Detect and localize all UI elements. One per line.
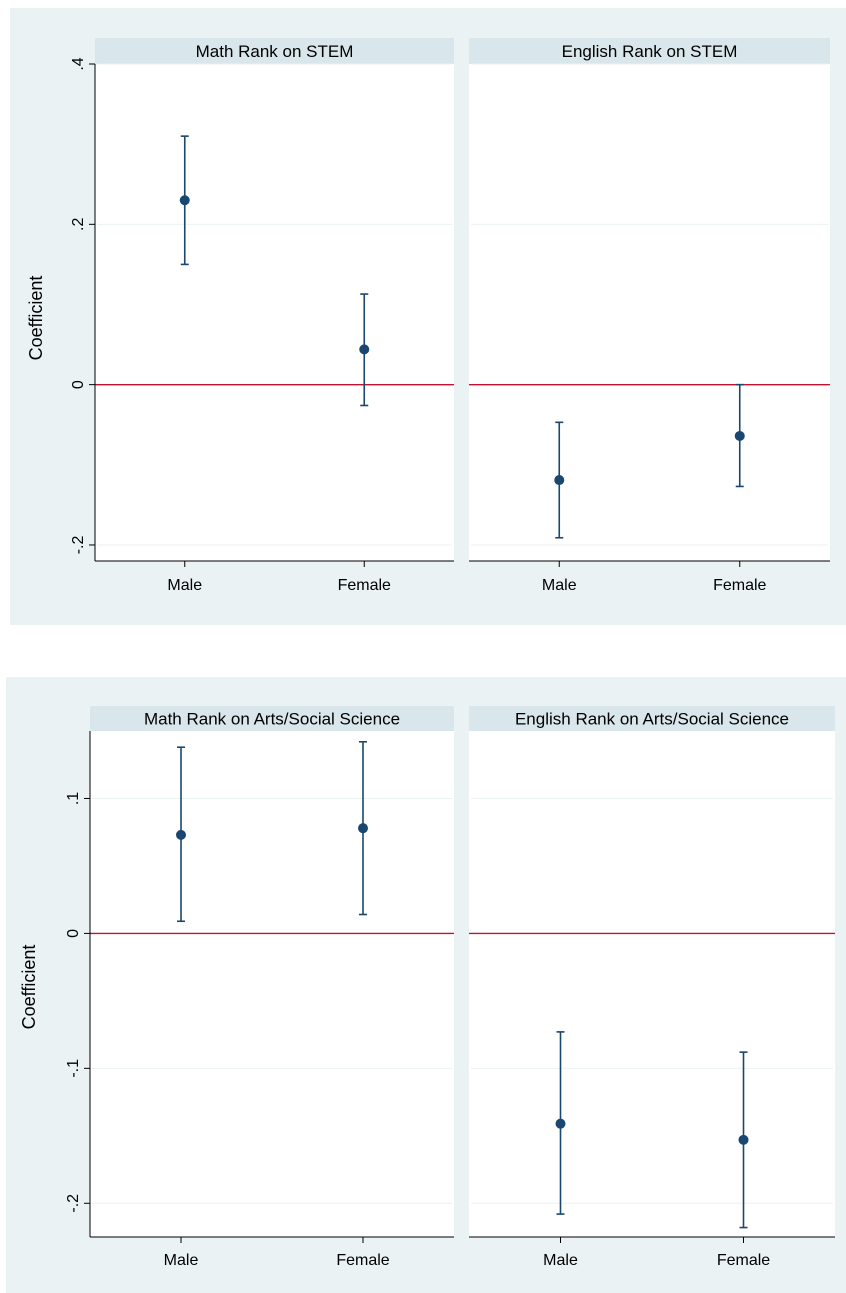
panel-strip [469,38,830,64]
plot-area [95,64,454,561]
point-estimate [176,829,186,840]
y-tick-label: -.1 [65,1059,82,1078]
panel-title: English Rank on Arts/Social Science [515,710,789,729]
y-tick-label: -.2 [65,1194,82,1213]
point-estimate [738,1134,749,1145]
x-tick-label: Male [167,577,202,594]
x-tick-label: Female [338,577,391,594]
panel-strip [90,706,454,731]
y-tick-label: .1 [65,792,82,805]
plot-area [90,731,454,1237]
plot-area [469,731,835,1237]
point-estimate [359,344,370,355]
point-estimate [555,1118,566,1129]
panel-strip [469,706,835,731]
point-estimate [358,823,368,834]
top-chart: Coefficient Math Rank on STEM Male Female En… [26,38,830,594]
y-axis-label: Coefficient [26,276,46,361]
x-tick-label: Female [336,1252,389,1269]
x-tick-label: Male [543,1252,578,1269]
y-tick-label: .4 [70,57,87,70]
y-tick-label: 0 [65,929,82,938]
x-tick-label: Male [542,577,577,594]
y-tick-label: 0 [70,380,87,389]
x-tick-label: Female [713,577,766,594]
y-axis-label: Coefficient [19,945,39,1030]
point-estimate [734,430,745,441]
bottom-chart: Coefficient Math Rank on Arts/Social Scie… [19,706,835,1269]
panel-title: English Rank on STEM [562,42,738,61]
point-estimate [179,195,190,206]
x-tick-label: Female [717,1252,770,1269]
panel-title: Math Rank on STEM [196,42,354,61]
plot-area [469,64,830,561]
bottom-figure: Coefficient Math Rank on Arts/Social Scie… [6,677,846,1293]
panel-title: Math Rank on Arts/Social Science [144,710,400,729]
x-tick-label: Male [164,1252,199,1269]
y-tick-label: -.2 [70,536,87,555]
top-figure: Coefficient Math Rank on STEM Male Female En… [10,8,846,625]
point-estimate [554,475,565,486]
panel-strip [95,38,454,64]
y-tick-label: .2 [70,218,87,231]
